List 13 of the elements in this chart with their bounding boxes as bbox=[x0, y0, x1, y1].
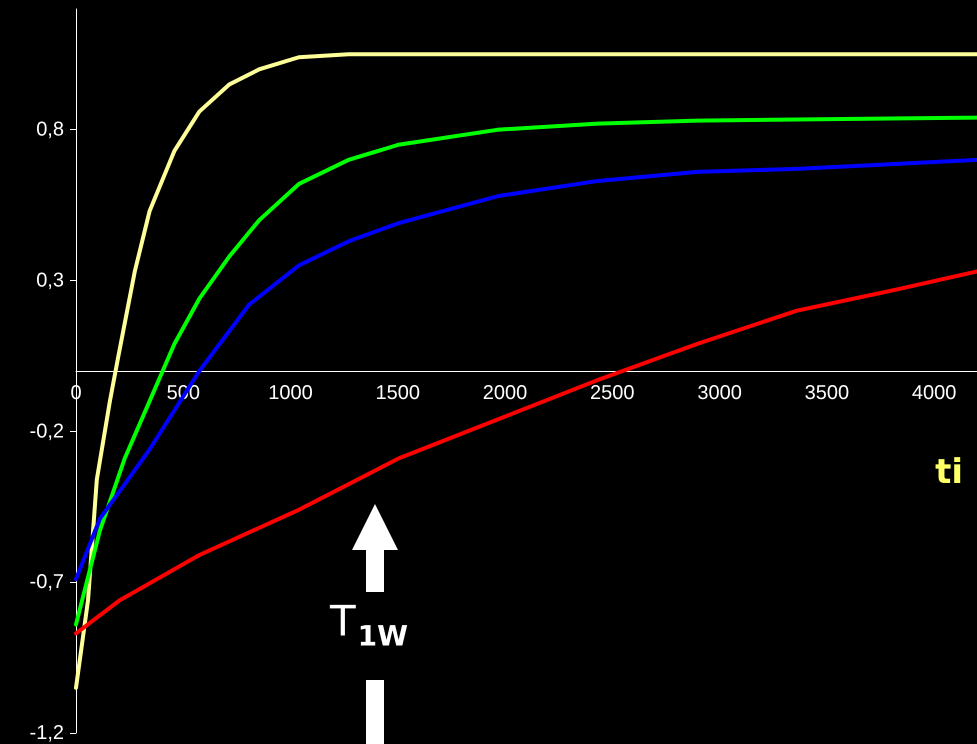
y-tick-label: -0,2 bbox=[30, 420, 64, 442]
y-tick-label: 0,8 bbox=[36, 118, 64, 141]
x-axis-title: ti bbox=[935, 452, 964, 492]
y-tick-label: 0,3 bbox=[36, 270, 64, 292]
x-tick-label: 4000 bbox=[912, 382, 956, 404]
x-tick-label: 1500 bbox=[376, 382, 420, 404]
y-tick-label: -1,2 bbox=[30, 722, 64, 744]
x-tick-label: 2500 bbox=[590, 382, 635, 404]
y-tick-label: -0,7 bbox=[30, 571, 64, 594]
x-tick-label: 3000 bbox=[697, 382, 742, 404]
x-tick-label: 2000 bbox=[482, 382, 528, 404]
x-tick-label: 3500 bbox=[804, 382, 850, 404]
x-tick-label: 1000 bbox=[268, 382, 313, 404]
